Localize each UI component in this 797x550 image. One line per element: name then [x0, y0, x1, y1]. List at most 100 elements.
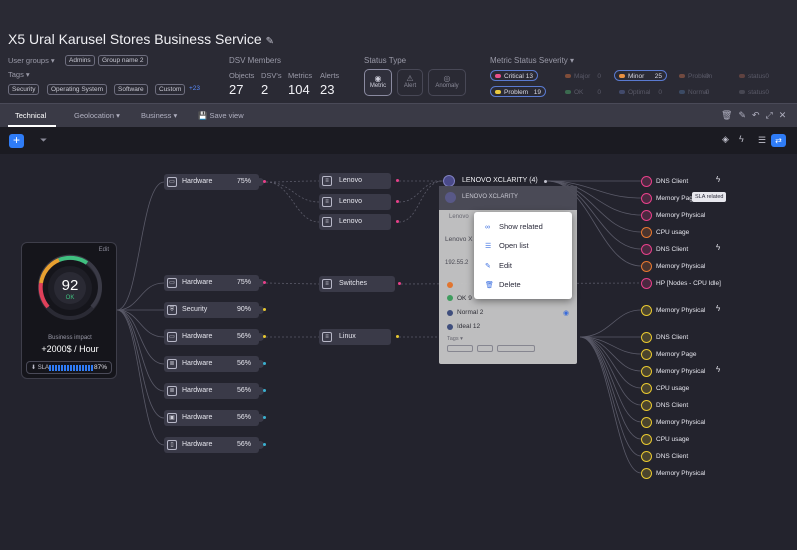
severity-chip-3[interactable]: Problem 0: [674, 70, 714, 81]
lightning-icon[interactable]: ϟ: [716, 304, 721, 313]
level1-node[interactable]: ▭ Hardware 56%: [164, 329, 264, 345]
link-line: [116, 309, 165, 338]
xclarity-node-label[interactable]: LENOVO XCLARITY (4): [462, 177, 538, 184]
filter-icon[interactable]: ⏷: [40, 135, 48, 145]
compass-icon[interactable]: ◈: [722, 134, 729, 144]
severity-chip-8[interactable]: Normal 0: [674, 86, 714, 97]
status-type-anomaly-button[interactable]: ◎ Anomaly: [428, 69, 466, 96]
tag-chip[interactable]: Security: [8, 84, 40, 95]
node-tail: [256, 414, 264, 422]
tag-chip: [447, 345, 473, 352]
service-health-card[interactable]: Edit 92 OK Business impact +2000$ / Hour…: [21, 242, 117, 379]
tab-technical[interactable]: Technical: [15, 111, 47, 120]
severity-chip-6[interactable]: OK 0: [560, 86, 606, 97]
close-icon[interactable]: ✕: [778, 110, 793, 120]
link-line: [398, 180, 444, 223]
tag-chip[interactable]: Custom: [155, 84, 186, 95]
tag-chip: [497, 345, 535, 352]
menu-item-delete[interactable]: 🗑 Delete: [485, 280, 521, 289]
panel-header: LENOVO XCLARITY: [439, 186, 577, 210]
level1-node[interactable]: ▭ Hardware 75%: [164, 174, 264, 190]
add-button[interactable]: +: [9, 134, 24, 148]
node-tail: [256, 387, 264, 395]
severity-chip-0[interactable]: Critical 13: [490, 70, 538, 81]
level1-node[interactable]: ⛨ Security 90%: [164, 302, 264, 318]
tab-geolocation[interactable]: Geolocation ▾: [74, 111, 120, 120]
tags-label[interactable]: Tags ▾: [8, 70, 30, 79]
level1-node[interactable]: ▣ Hardware 56%: [164, 410, 264, 426]
expand-icon[interactable]: ⤢: [765, 110, 779, 120]
severity-chip-9[interactable]: status 0: [734, 86, 774, 97]
severity-chip-4[interactable]: status 0: [734, 70, 774, 81]
link-icon: ∞: [485, 224, 490, 231]
menu-item-edit[interactable]: ✎ Edit: [485, 261, 512, 270]
node-tail: [256, 360, 264, 368]
link-line: [546, 180, 642, 199]
tag-chip[interactable]: Software: [114, 84, 148, 95]
level1-node[interactable]: ▭ Hardware 75%: [164, 275, 264, 291]
link-line: [116, 309, 165, 446]
level2-node[interactable]: ≡ Lenovo: [319, 194, 391, 210]
link-line: [398, 180, 444, 203]
menu-item-open-list[interactable]: ☰ Open list: [485, 241, 529, 250]
connector-dot: [396, 335, 399, 338]
metric-status-icon: [641, 193, 652, 204]
metric-status-icon: [641, 434, 652, 445]
link-line: [579, 336, 642, 406]
lightning-icon[interactable]: ϟ: [716, 175, 721, 184]
menu-item-show-related[interactable]: ∞ Show related: [485, 222, 543, 231]
edit-icon[interactable]: ✎: [738, 110, 752, 120]
severity-dot: [679, 90, 685, 95]
link-line: [116, 309, 165, 365]
lightning-icon[interactable]: ϟ: [716, 365, 721, 374]
severity-dot: [619, 90, 625, 95]
tab-business[interactable]: Business ▾: [141, 111, 178, 120]
status-type-metric-button[interactable]: ◉ Metric: [364, 69, 392, 96]
connector-dot: [263, 281, 266, 284]
level2-node[interactable]: ≡ Lenovo: [319, 214, 391, 230]
laptop-icon: ▭: [167, 332, 177, 342]
level1-node[interactable]: ≣ Hardware 56%: [164, 356, 264, 372]
user-groups-label[interactable]: User groups ▾: [8, 56, 55, 65]
connector-dot: [263, 308, 266, 311]
level1-node[interactable]: ▯ Hardware 56%: [164, 437, 264, 453]
level1-node[interactable]: ≣ Hardware 56%: [164, 383, 264, 399]
severity-chip-1[interactable]: Major 0: [560, 70, 606, 81]
user-group-chip[interactable]: Admins: [65, 55, 95, 66]
status-dot: [447, 282, 453, 288]
metric-status-icon: [641, 244, 652, 255]
pencil-icon[interactable]: ✎: [265, 36, 274, 47]
user-group-chip[interactable]: Group name 2: [98, 55, 148, 66]
metric-status-icon: [641, 366, 652, 377]
save-view-button[interactable]: 💾 Save view: [198, 111, 244, 120]
lightning-icon[interactable]: ϟ: [716, 243, 721, 252]
tags-more-link[interactable]: +23: [189, 85, 201, 92]
list-view-icon[interactable]: ☰: [758, 135, 767, 145]
list-icon: ≡: [322, 279, 332, 289]
severity-dot: [565, 90, 571, 95]
lightning-icon[interactable]: ϟ: [739, 134, 744, 144]
undo-icon[interactable]: ↶: [751, 110, 766, 120]
eye-icon[interactable]: ◉: [563, 310, 570, 317]
topology-view-button[interactable]: ⇄: [771, 134, 786, 147]
status-type-alert-button[interactable]: ⚠ Alert: [397, 69, 423, 96]
severity-label[interactable]: Metric Status Severity ▾: [490, 56, 575, 65]
severity-chip-5[interactable]: Problem 19: [490, 86, 546, 97]
trash-icon[interactable]: 🗑: [721, 110, 739, 120]
severity-chip-7[interactable]: Optimal 0: [614, 86, 667, 97]
card-edit-link[interactable]: Edit: [98, 247, 109, 253]
view-tabs: Technical Geolocation ▾ Business ▾ 💾 Sav…: [0, 103, 797, 127]
level2-node[interactable]: ≡ Switches: [319, 276, 395, 292]
metric-status-icon: [641, 176, 652, 187]
metric-status-icon: [641, 332, 652, 343]
metric-status-icon: [641, 451, 652, 462]
status-dot: [447, 324, 453, 330]
server-icon: ▣: [167, 413, 177, 423]
status-type-label: Status Type: [364, 56, 407, 65]
stat-objects: Objects 27: [229, 71, 255, 97]
tag-chip[interactable]: Operating System: [47, 84, 108, 95]
level2-node[interactable]: ≡ Linux: [319, 329, 391, 345]
level2-node[interactable]: ≡ Lenovo: [319, 173, 391, 189]
list-icon: ≡: [322, 197, 332, 207]
severity-chip-2[interactable]: Minor 25: [614, 70, 667, 81]
